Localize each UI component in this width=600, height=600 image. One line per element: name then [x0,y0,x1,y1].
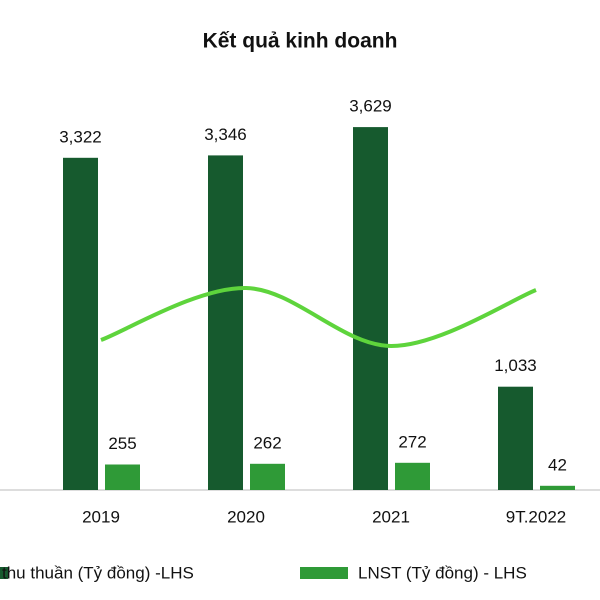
bar [105,464,140,490]
data-label: 272 [398,432,426,451]
x-tick-label: 2019 [82,507,120,526]
data-label: 255 [108,434,136,453]
data-label: 1,033 [494,356,537,375]
data-label: 42 [548,455,567,474]
bar [353,127,388,490]
chart-title: Kết quả kinh doanh [203,30,398,53]
x-tick-label: 2021 [372,507,410,526]
legend-label: thu thuần (Tỷ đồng) -LHS [2,563,194,582]
x-tick-label: 9T.2022 [506,507,567,526]
bar [208,155,243,490]
bar [63,157,98,491]
line [100,285,537,349]
bar [395,462,430,490]
data-label: 262 [253,433,281,452]
x-tick-label: 2020 [227,507,265,526]
bar [498,386,533,490]
legend-swatch [300,567,348,579]
bar [540,485,575,490]
legend-swatch [0,567,8,579]
data-label: 3,346 [204,125,247,144]
bar [250,463,285,490]
data-label: 3,629 [349,97,392,116]
legend-label: LNST (Tỷ đồng) - LHS [358,563,527,582]
data-label: 3,322 [59,127,102,146]
